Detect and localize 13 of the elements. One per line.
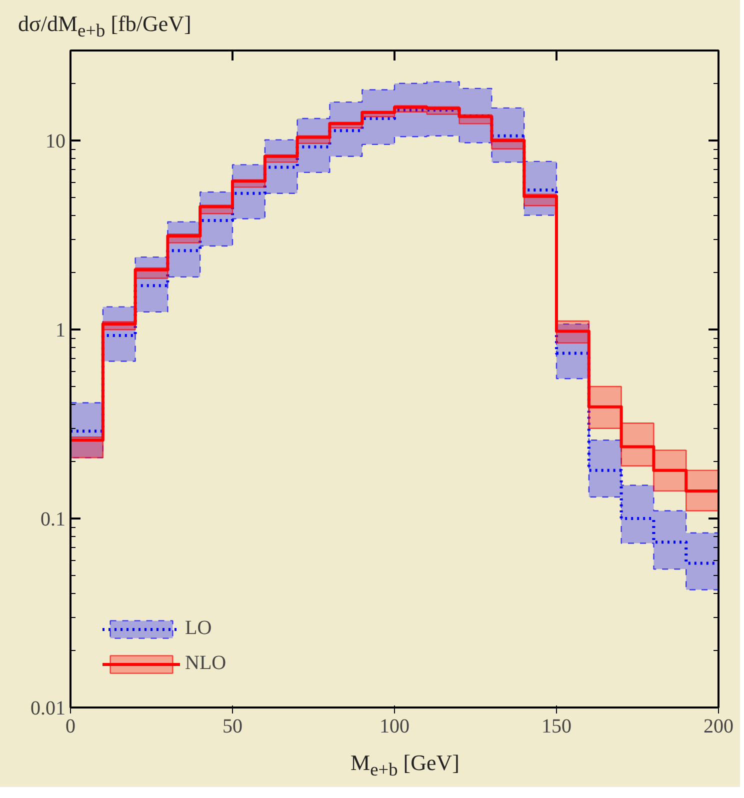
x-axis-title: M$_{e+b}$ [GeV] xyxy=(350,749,460,782)
x-tick-label: 0 xyxy=(66,716,76,738)
legend-label: NLO xyxy=(185,652,226,675)
legend-label: LO xyxy=(185,617,212,640)
y-tick-label: 0.1 xyxy=(40,508,66,531)
x-tick-label: 200 xyxy=(704,716,734,738)
y-tick-label: 1 xyxy=(56,320,66,342)
y-tick-label: 0.01 xyxy=(30,698,66,720)
x-tick-label: 50 xyxy=(222,716,242,738)
x-tick-label: 100 xyxy=(380,716,410,738)
y-axis-title: dσ/dM$_{e+b}$ [fb/GeV] xyxy=(18,10,192,42)
y-tick-label: 10 xyxy=(46,130,66,153)
x-tick-label: 150 xyxy=(542,716,572,738)
